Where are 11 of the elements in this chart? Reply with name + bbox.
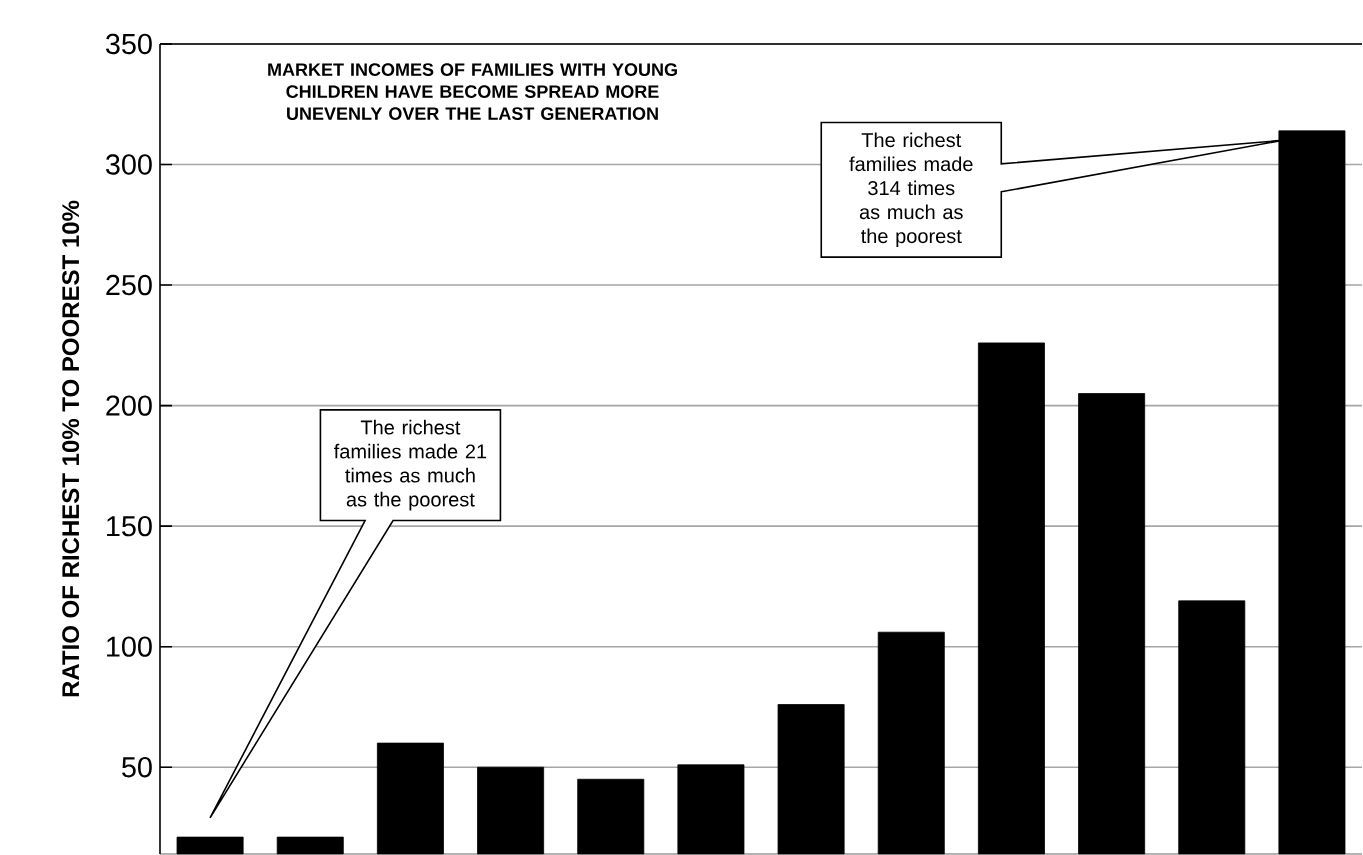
y-tick-label: 50 bbox=[122, 757, 152, 778]
y-axis-title: RATIO OF RICHEST 10% TO POOREST 10% bbox=[62, 200, 80, 697]
y-tick-label: 250 bbox=[106, 274, 152, 296]
y-tick-label: 350 bbox=[105, 33, 152, 55]
annotation: The richest families made 21 times as much as the poorest bbox=[334, 419, 487, 511]
y-tick-label: 300 bbox=[105, 154, 152, 175]
y-tick-label: 150 bbox=[107, 516, 152, 537]
y-tick-label: 100 bbox=[107, 636, 152, 657]
annotation: The richest families made 314 times as much as the poorest bbox=[849, 132, 973, 248]
y-tick-label: 200 bbox=[106, 395, 152, 416]
text: MARKET INCOMES OF FAMILIES WITH YOUNG CHILDREN HAVE BECOME SPREAD MORE UNEVENLY OVER THE LAST GENERATION bbox=[268, 63, 677, 121]
